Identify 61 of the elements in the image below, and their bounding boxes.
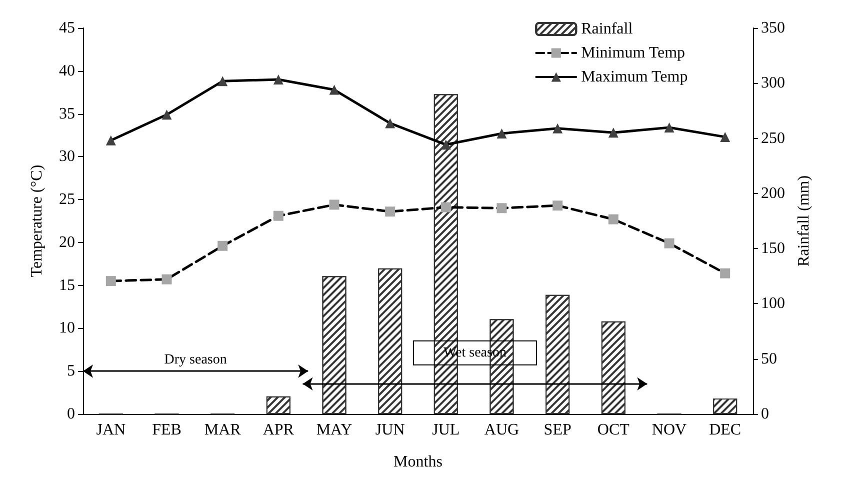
point <box>273 74 284 84</box>
legend-label: Rainfall <box>581 20 634 38</box>
y-tick-label: 10 <box>59 320 75 337</box>
y2-tick-label: 150 <box>761 240 785 258</box>
y2-tick-label: 350 <box>761 20 785 36</box>
x-tick-label: JAN <box>96 422 126 438</box>
y-tick-label: 0 <box>67 406 75 422</box>
x-tick-label: AUG <box>484 422 520 438</box>
x-tick-label: FEB <box>152 422 182 438</box>
point <box>162 110 172 120</box>
y-tick-label: 20 <box>59 234 75 251</box>
legend-label: Maximum Temp <box>581 68 688 86</box>
point <box>440 202 451 212</box>
point <box>552 123 563 134</box>
point <box>440 140 451 150</box>
point <box>106 276 116 286</box>
point <box>162 274 172 284</box>
point <box>608 128 618 138</box>
point <box>552 200 563 211</box>
y2-tick-label: 250 <box>761 130 785 147</box>
x-tick-label: JUN <box>375 422 406 438</box>
x-axis-title: Months <box>394 454 442 470</box>
x-tick-label: MAY <box>316 422 353 438</box>
y2-tick-label: 200 <box>761 184 785 202</box>
x-tick-label: APR <box>262 422 294 438</box>
y2-tick-label: 300 <box>761 74 785 92</box>
point <box>385 118 396 128</box>
legend-label: Minimum Temp <box>581 44 686 62</box>
point <box>329 84 340 95</box>
y-tick-label: 35 <box>59 105 75 122</box>
y-axis-title: Temperature (°C) <box>28 164 46 278</box>
point <box>329 200 340 210</box>
x-tick-label: NOV <box>652 422 688 438</box>
y-tick-label: 30 <box>59 148 75 166</box>
point <box>385 206 396 217</box>
y-tick-label: 5 <box>67 362 75 380</box>
point <box>496 128 507 139</box>
y2-tick-label: 0 <box>761 406 769 422</box>
y-tick-label: 15 <box>59 276 75 294</box>
y2-tick-label: 50 <box>761 350 777 368</box>
x-tick-label: OCT <box>597 422 630 438</box>
annotation: Dry season <box>164 352 227 368</box>
point <box>218 240 228 251</box>
point <box>720 268 730 278</box>
point <box>608 214 618 224</box>
y-tick-label: 45 <box>59 20 75 36</box>
point <box>496 203 507 214</box>
point <box>218 76 228 86</box>
y-tick-label: 40 <box>59 62 75 80</box>
x-tick-label: DEC <box>709 422 742 438</box>
x-tick-label: JUL <box>432 422 460 438</box>
point <box>664 122 674 132</box>
point <box>720 132 730 142</box>
x-tick-label: SEP <box>544 422 572 438</box>
y-tick-label: 25 <box>59 191 75 208</box>
y2-axis-title: Rainfall (mm) <box>795 175 812 267</box>
x-tick-label: MAR <box>204 422 242 438</box>
point <box>664 238 674 248</box>
point <box>273 210 284 221</box>
y2-tick-label: 100 <box>761 295 785 312</box>
point <box>106 135 116 146</box>
